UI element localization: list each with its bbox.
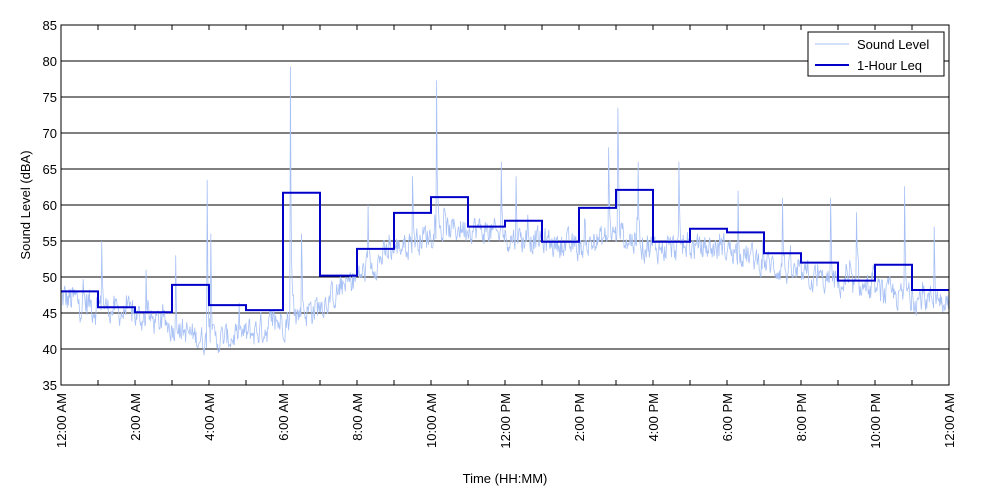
x-tick-label: 12:00 AM [54,393,69,448]
x-tick-label: 4:00 PM [646,393,661,441]
x-tick-label: 10:00 PM [868,393,883,449]
y-tick-label: 85 [43,18,57,33]
legend-box [807,31,945,77]
x-tick-label: 6:00 PM [720,393,735,441]
x-tick-label: 8:00 AM [350,393,365,441]
x-tick-label: 12:00 PM [498,393,513,449]
x-tick-label: 2:00 PM [572,393,587,441]
y-tick-label: 80 [43,54,57,69]
x-tick-label: 12:00 AM [942,393,957,448]
y-tick-label: 75 [43,90,57,105]
x-tick-label: 2:00 AM [128,393,143,441]
leq-step-line [61,188,949,314]
y-tick-label: 35 [43,378,57,393]
y-tick-label: 40 [43,342,57,357]
grid-layer [61,60,949,350]
y-tick-label: 65 [43,162,57,177]
x-tick-label: 10:00 AM [424,393,439,448]
leq-layer [61,188,949,314]
x-axis: 12:00 AM 2:00 AM 4:00 AM 6:00 AM 8:00 AM 10:0… [54,25,957,449]
y-tick-label: 50 [43,270,57,285]
legend: Sound Level 1-Hour Leq [807,31,945,77]
x-tick-label: 6:00 AM [276,393,291,441]
y-tick-label: 55 [43,234,57,249]
y-axis: 35 40 45 50 55 60 65 70 75 80 85 [43,18,949,393]
y-axis-label: Sound Level (dBA) [18,150,33,259]
legend-label-1-hour-leq: 1-Hour Leq [857,58,922,73]
y-tick-label: 70 [43,126,57,141]
y-tick-label: 45 [43,306,57,321]
x-tick-label: 8:00 PM [794,393,809,441]
x-axis-label: Time (HH:MM) [463,471,548,486]
x-tick-label: 4:00 AM [202,393,217,441]
legend-label-sound-level: Sound Level [857,37,929,52]
y-tick-label: 60 [43,198,57,213]
